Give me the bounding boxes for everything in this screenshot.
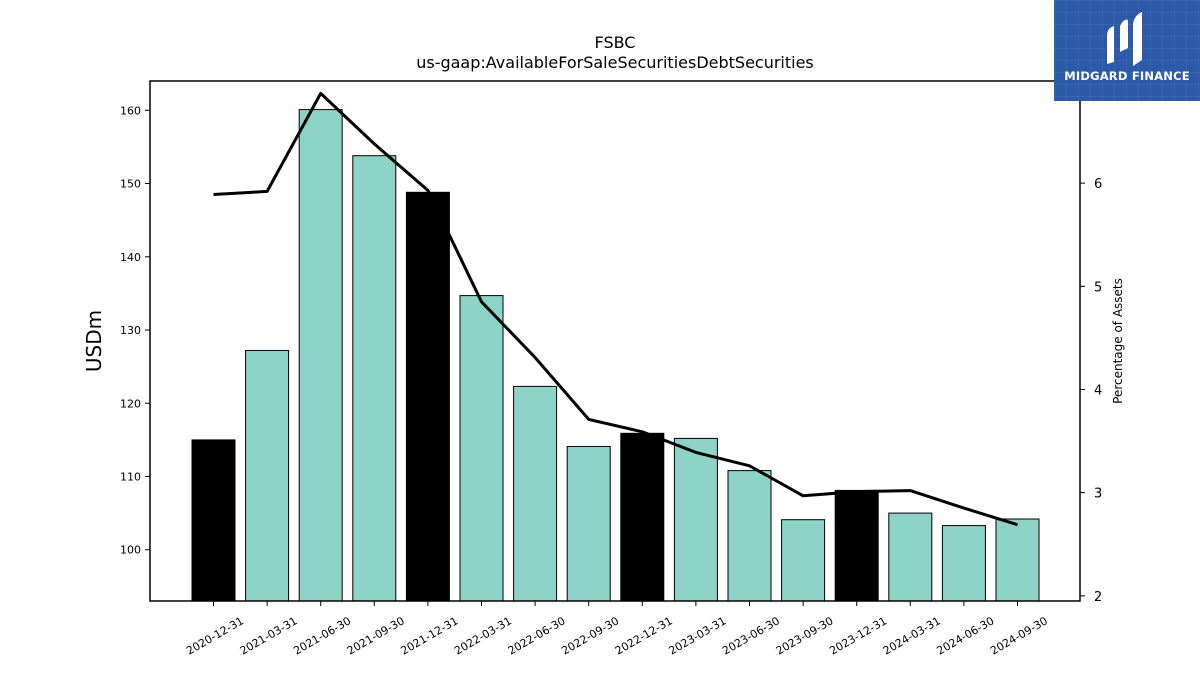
x-tick-label: 2024-09-30 xyxy=(988,614,1050,657)
percentage-line xyxy=(213,91,1018,527)
y-tick-label: 140 xyxy=(120,251,141,264)
chart-subtitle: us-gaap:AvailableForSaleSecuritiesDebtSe… xyxy=(416,53,814,72)
logo-text: MIDGARD FINANCE xyxy=(1064,69,1190,83)
x-tick-label: 2021-03-31 xyxy=(238,614,300,657)
x-tick-label: 2022-09-30 xyxy=(559,614,621,657)
y-tick-label: 120 xyxy=(120,397,141,410)
logo-background-pattern xyxy=(1054,0,1200,101)
y-tick-label: 100 xyxy=(120,544,141,557)
bar xyxy=(727,470,772,602)
x-tick-label: 2022-12-31 xyxy=(613,614,675,657)
x-tick-label: 2021-06-30 xyxy=(291,614,353,657)
plot-frame xyxy=(149,80,1081,602)
x-tick-label: 2023-03-31 xyxy=(667,614,729,657)
y-tick-label: 160 xyxy=(120,104,141,117)
bar xyxy=(405,191,450,602)
bar xyxy=(888,512,933,602)
bar xyxy=(298,109,343,602)
midgard-logo-icon xyxy=(1107,12,1142,66)
y-tick-label: 150 xyxy=(120,178,141,191)
y-axis-label: USDm xyxy=(82,310,106,372)
y-tick-label: 110 xyxy=(120,470,141,483)
bar xyxy=(673,437,718,602)
bar xyxy=(245,350,290,602)
x-tick-label: 2021-12-31 xyxy=(399,614,461,657)
midgard-logo: MIDGARD FINANCE xyxy=(1054,0,1200,101)
y2-tick-label: 4 xyxy=(1094,383,1102,398)
x-tick-label: 2023-09-30 xyxy=(774,614,836,657)
chart-title: FSBC xyxy=(594,33,636,52)
x-tick-label: 2024-03-31 xyxy=(881,614,943,657)
bar xyxy=(459,295,504,602)
bar xyxy=(834,489,879,602)
bar xyxy=(781,519,826,602)
line-group xyxy=(213,91,1018,527)
y2-axis-label: Percentage of Assets xyxy=(1111,278,1125,404)
x-tick-label: 2021-09-30 xyxy=(345,614,407,657)
bar xyxy=(191,439,236,602)
y2-tick-label: 5 xyxy=(1094,280,1102,295)
x-tick-label: 2020-12-31 xyxy=(184,614,246,657)
y2-tick-label: 3 xyxy=(1094,487,1102,502)
bar-group xyxy=(191,109,1040,602)
bar xyxy=(620,432,665,602)
bar xyxy=(513,385,558,602)
bar xyxy=(352,155,397,602)
y2-tick-label: 2 xyxy=(1094,590,1102,605)
x-tick-label: 2024-06-30 xyxy=(935,614,997,657)
x-tick-label: 2022-06-30 xyxy=(506,614,568,657)
x-tick-label: 2023-12-31 xyxy=(827,614,889,657)
y-tick-label: 130 xyxy=(120,324,141,337)
bar xyxy=(995,518,1040,602)
y2-tick-label: 6 xyxy=(1094,177,1102,192)
bar xyxy=(941,525,986,602)
x-tick-label: 2022-03-31 xyxy=(452,614,514,657)
x-tick-label: 2023-06-30 xyxy=(720,614,782,657)
bar xyxy=(566,446,611,602)
